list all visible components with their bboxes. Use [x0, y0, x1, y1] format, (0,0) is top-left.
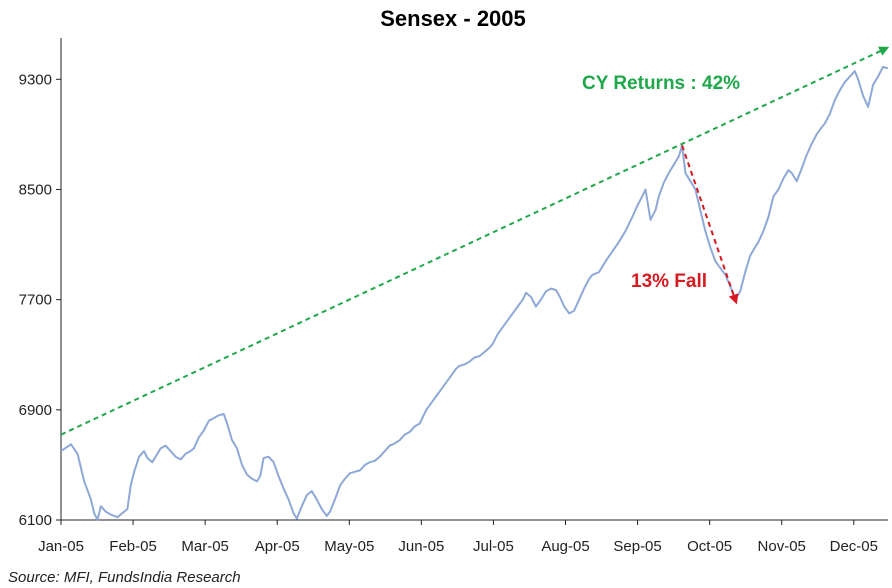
x-tick-label: Aug-05 — [541, 538, 589, 555]
x-tick-label: Apr-05 — [255, 538, 300, 555]
y-tick-label: 9300 — [19, 71, 52, 88]
chart-title: Sensex - 2005 — [380, 6, 526, 31]
x-tick-label: Sep-05 — [613, 538, 661, 555]
x-tick-label: Oct-05 — [687, 538, 732, 555]
y-tick-label: 6900 — [19, 402, 52, 419]
sensex-series-line — [60, 65, 889, 521]
trend-annotation: CY Returns : 42% — [582, 73, 740, 94]
x-tick-label: Nov-05 — [758, 538, 806, 555]
x-tick-label: Jul-05 — [473, 538, 514, 555]
source-note: Source: MFI, FundsIndia Research — [8, 569, 241, 586]
x-tick-label: Jun-05 — [398, 538, 444, 555]
trend-arrow — [60, 46, 890, 436]
y-tick-label: 7700 — [19, 292, 52, 309]
y-tick-label: 8500 — [19, 181, 52, 198]
fall-arrow — [681, 145, 739, 305]
y-tick-label: 6100 — [19, 512, 52, 529]
x-tick-label: Jan-05 — [38, 538, 84, 555]
x-tick-label: Mar-05 — [181, 538, 229, 555]
x-tick-label: May-05 — [324, 538, 374, 555]
x-tick-label: Dec-05 — [830, 538, 878, 555]
x-tick-label: Feb-05 — [109, 538, 157, 555]
fall-annotation: 13% Fall — [631, 271, 707, 292]
